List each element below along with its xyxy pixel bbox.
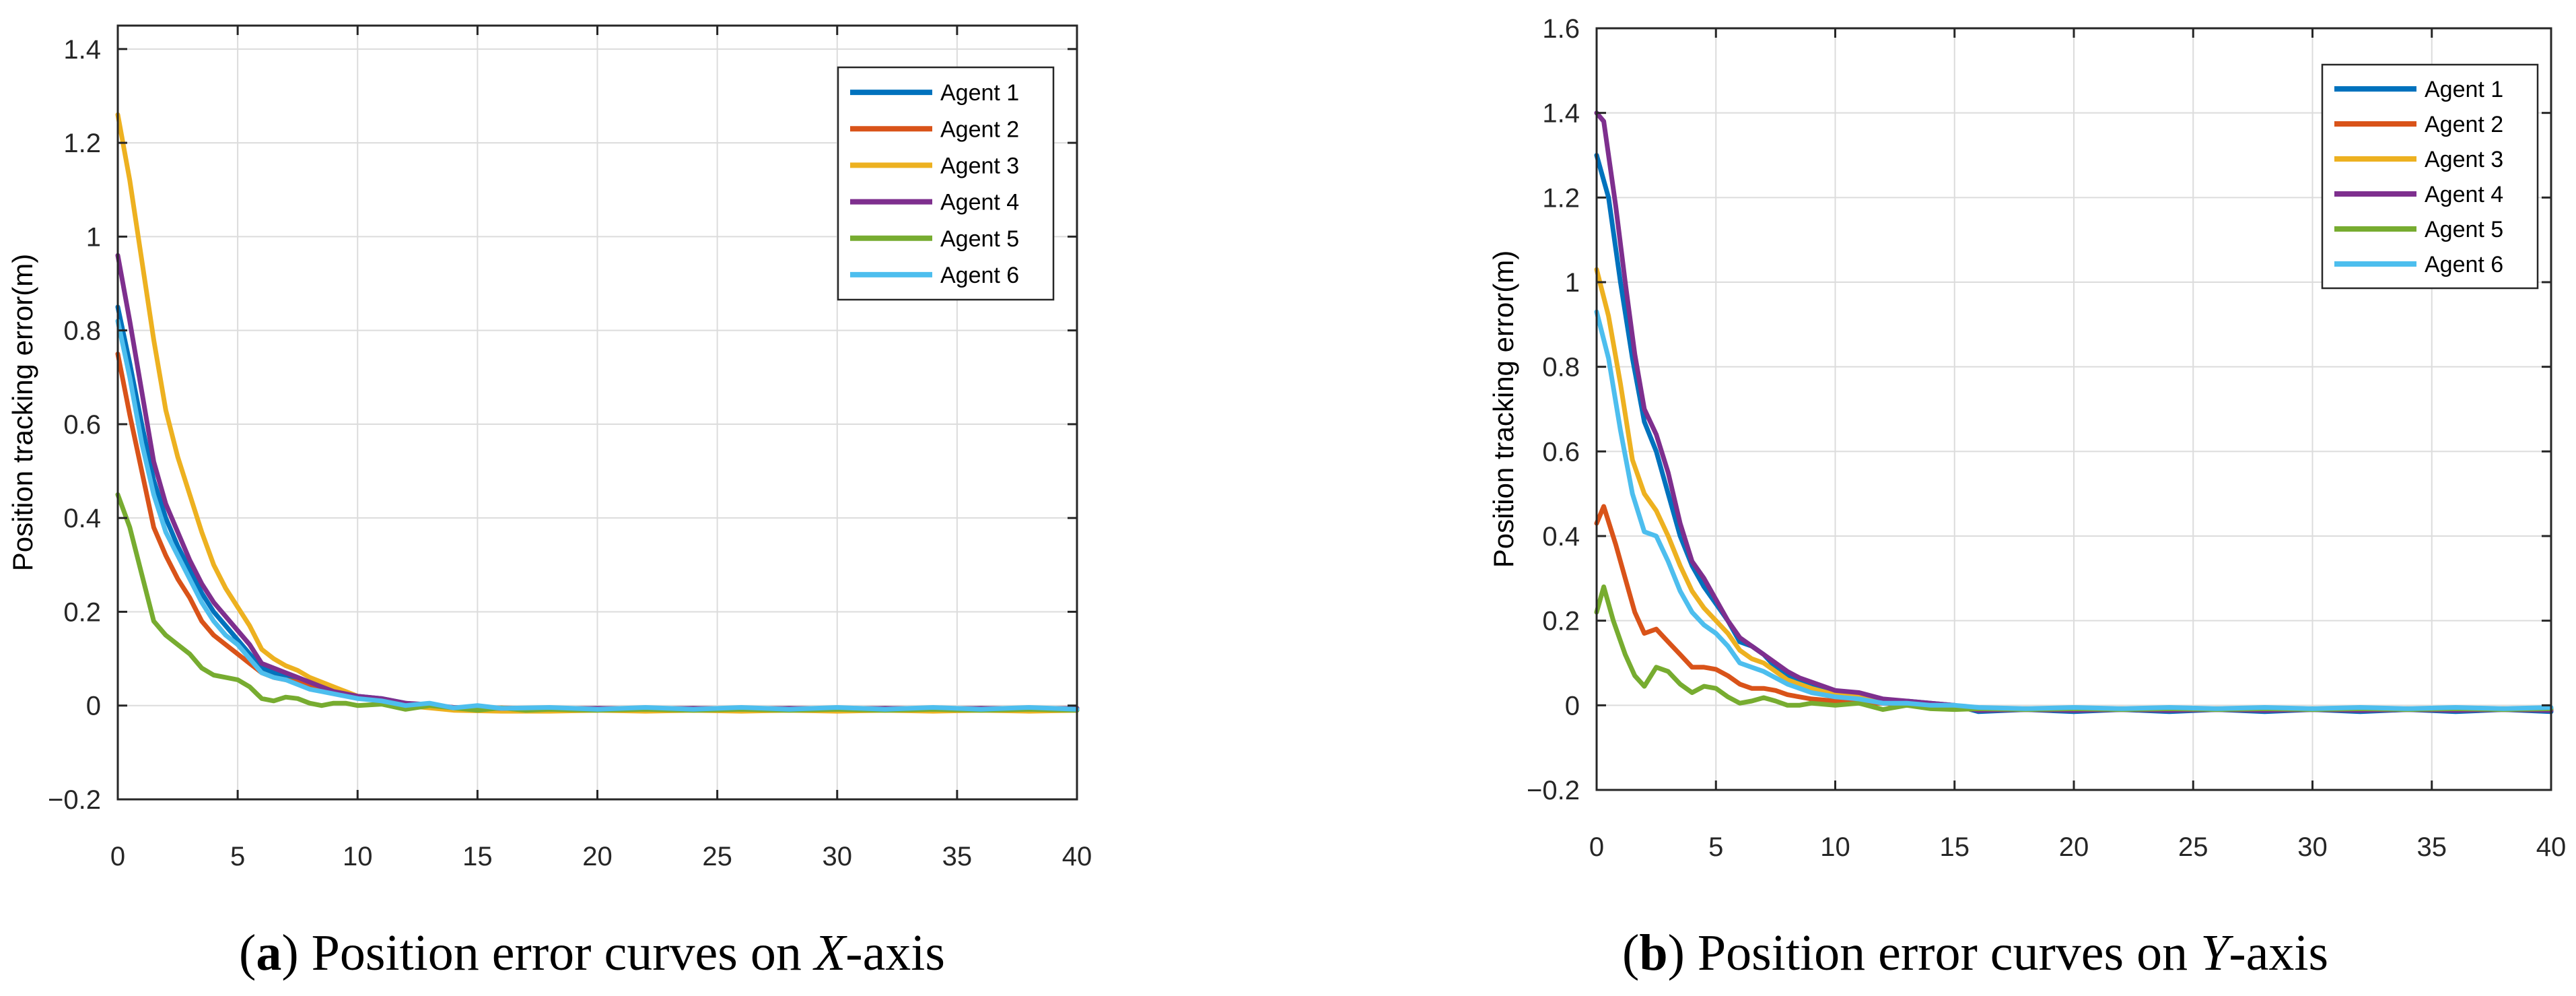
chart-b-y-tick-label: 0.6: [1542, 437, 1580, 467]
chart-a-y-tick-label: 1.4: [63, 35, 101, 65]
chart-b-caption-close: ) Position error curves on: [1668, 925, 2201, 981]
chart-b-caption-open: (: [1622, 925, 1639, 981]
chart-b-legend-label-agent-3: Agent 3: [2425, 147, 2503, 172]
chart-b-legend-label-agent-1: Agent 1: [2425, 77, 2503, 102]
chart-b-x-tick-label: 35: [2417, 832, 2447, 862]
chart-a-legend-label-agent-4: Agent 4: [940, 190, 1019, 215]
chart-b-legend: Agent 1 Agent 2 Agent 3 Agent 4 Agent 5 Agent…: [2321, 63, 2539, 290]
chart-a-legend-label-agent-6: Agent 6: [940, 263, 1019, 288]
chart-a-x-tick-label: 40: [1062, 842, 1092, 871]
chart-b-caption: (b) Position error curves on Y-axis: [1622, 925, 2328, 981]
chart-a-caption-open: (: [239, 925, 256, 981]
chart-a-series-line-agent-6: [115, 319, 1080, 712]
chart-b-x-tick-label: 40: [2536, 832, 2567, 862]
chart-b-y-tick-label: 0.4: [1542, 522, 1580, 552]
chart-b-y-tick-label: 0.2: [1542, 607, 1580, 636]
chart-b-y-tick-label: 1.6: [1542, 14, 1580, 44]
chart-b-caption-axis: Y: [2200, 925, 2234, 981]
chart-a-x-tick-label: 35: [942, 842, 973, 871]
chart-b-y-tick-label: 0: [1565, 691, 1580, 721]
chart-a-y-tick-label: 0.2: [63, 597, 101, 627]
chart-b-y-tick-label: 1.2: [1542, 183, 1580, 213]
chart-b-caption-letter: b: [1639, 925, 1667, 981]
chart-a-x-tick-label: 15: [462, 842, 493, 871]
chart-a-x-tick-label: 5: [230, 842, 245, 871]
chart-b-x-tick-label: 0: [1589, 832, 1604, 862]
chart-a-caption-suffix: -axis: [845, 925, 945, 981]
chart-a-series-group: [115, 112, 1080, 714]
chart-b-legend-box: [2321, 63, 2539, 290]
chart-a-y-tick-label: 1: [86, 222, 101, 252]
chart-b-x-tick-label: 25: [2178, 832, 2208, 862]
chart-panel-b: 0 5 10 15 20 25 30 35 40 −0.2 0 0.2 0.4 0.6 0.8 1 1.2 1.4…: [1488, 14, 2566, 981]
chart-b-x-tick-label: 20: [2059, 832, 2089, 862]
chart-a-legend-label-agent-5: Agent 5: [940, 226, 1019, 252]
chart-panel-a: 0 5 10 15 20 25 30 35 40 −0.2 0 0.2 0.4 0.6 0.8 1 1.2 1.4…: [7, 24, 1092, 981]
chart-a-x-tick-label: 20: [582, 842, 613, 871]
chart-b-legend-label-agent-4: Agent 4: [2425, 182, 2503, 207]
chart-b-y-tick-label: 1: [1565, 268, 1580, 298]
chart-a-caption-close: ) Position error curves on: [281, 925, 814, 981]
chart-b-series-line-agent-6: [1594, 309, 2554, 711]
chart-a-x-tick-label: 10: [343, 842, 373, 871]
chart-b-legend-label-agent-2: Agent 2: [2425, 112, 2503, 137]
chart-b-x-tick-label: 5: [1708, 832, 1723, 862]
chart-a-y-tick-label: 0: [86, 692, 101, 721]
chart-a-legend-label-agent-2: Agent 2: [940, 117, 1019, 142]
chart-b-legend-label-agent-5: Agent 5: [2425, 217, 2503, 242]
chart-a-y-tick-label: 0.6: [63, 410, 101, 440]
chart-a-legend: Agent 1 Agent 2 Agent 3 Agent 4 Agent 5 Agent…: [837, 66, 1055, 301]
chart-a-y-tick-label: −0.2: [48, 785, 101, 815]
chart-a-x-tick-label: 25: [702, 842, 732, 871]
chart-b-caption-suffix: -axis: [2229, 925, 2328, 981]
chart-b-x-tick-label: 15: [1940, 832, 1970, 862]
chart-a-caption: (a) Position error curves on X-axis: [239, 925, 945, 981]
chart-b-legend-label-agent-6: Agent 6: [2425, 252, 2503, 277]
chart-a-caption-axis: X: [812, 925, 847, 981]
chart-b-x-tick-label: 30: [2297, 832, 2328, 862]
chart-a-legend-box: [837, 66, 1055, 301]
chart-a-y-tick-label: 0.8: [63, 317, 101, 346]
chart-a-y-tick-label: 1.2: [63, 129, 101, 158]
chart-a-y-axis-label: Position tracking error(m): [7, 254, 38, 571]
chart-a-x-tick-label: 30: [823, 842, 853, 871]
chart-b-y-tick-label: 0.8: [1542, 353, 1580, 383]
chart-a-legend-label-agent-3: Agent 3: [940, 153, 1019, 178]
chart-a-y-tick-label: 0.4: [63, 504, 101, 533]
chart-b-y-axis-label: Position tracking error(m): [1488, 251, 1519, 568]
chart-b-y-tick-label: −0.2: [1527, 776, 1580, 805]
chart-b-y-tick-label: 1.4: [1542, 99, 1580, 129]
chart-a-caption-letter: a: [256, 925, 281, 981]
chart-b-x-tick-label: 10: [1820, 832, 1850, 862]
chart-b-series-group: [1594, 110, 2554, 715]
chart-a-legend-label-agent-1: Agent 1: [940, 80, 1019, 106]
chart-a-x-tick-label: 0: [110, 842, 125, 871]
